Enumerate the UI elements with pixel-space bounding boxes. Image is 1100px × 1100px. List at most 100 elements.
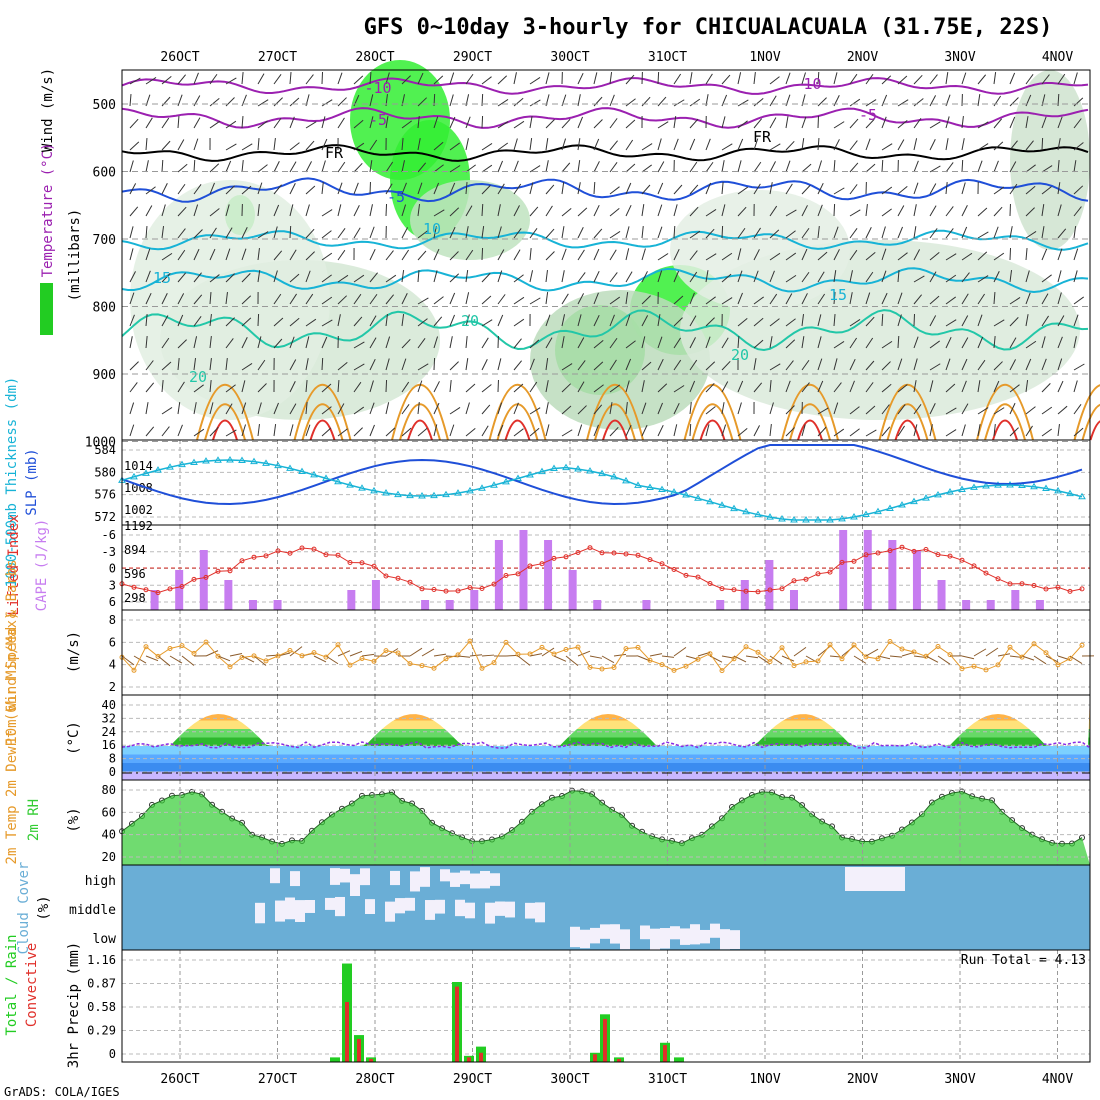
date-label-bottom: 4NOV xyxy=(1042,1072,1073,1087)
wind-barb xyxy=(577,381,585,393)
wind-barb xyxy=(753,270,759,283)
wind-barb xyxy=(257,359,266,371)
wind-barb xyxy=(897,425,905,437)
wind-barb xyxy=(817,160,823,173)
wind-barb xyxy=(129,206,139,217)
wind-barb xyxy=(817,71,820,85)
wind-barb xyxy=(561,270,565,283)
wind-barb xyxy=(705,209,717,217)
wind-barb xyxy=(993,186,1005,195)
wind-barb xyxy=(577,227,584,239)
cloud-fill xyxy=(365,899,375,914)
wind-barb xyxy=(865,251,876,261)
wind-barb xyxy=(305,185,316,195)
wind-barb xyxy=(565,655,579,667)
wind-point xyxy=(503,639,509,645)
wind-barb xyxy=(593,161,600,173)
wind-barb xyxy=(217,655,231,662)
wind-barb xyxy=(881,404,890,415)
wind-barb xyxy=(961,358,968,371)
wind-barb xyxy=(833,270,837,283)
temp-mask xyxy=(122,695,1090,746)
wind-barb xyxy=(401,204,407,217)
cloud-fill xyxy=(845,867,905,891)
wind-point xyxy=(755,649,761,655)
wind-barb xyxy=(129,93,132,107)
wind-barb xyxy=(433,381,440,393)
wind-barb xyxy=(721,225,724,239)
wind-barb xyxy=(609,72,613,85)
temperature-contour xyxy=(121,144,1089,162)
wind-barb xyxy=(225,227,233,239)
wind-barb xyxy=(993,291,996,305)
wind-barb xyxy=(913,313,916,327)
wind-barb xyxy=(625,248,630,261)
wind-barb xyxy=(497,358,502,371)
wind-barb xyxy=(721,160,725,173)
wind-barb xyxy=(337,161,346,173)
wind-barb xyxy=(753,183,761,195)
cloud-fill xyxy=(525,902,535,919)
precip-tick: 0.58 xyxy=(87,1000,116,1014)
cloud-fill xyxy=(620,929,630,950)
contour-label: 15 xyxy=(153,269,171,287)
warm-contour xyxy=(886,403,929,441)
wind-barb xyxy=(513,428,524,437)
cloud-fill xyxy=(480,870,490,889)
wind-barb xyxy=(785,360,794,371)
wind-barb xyxy=(945,253,957,261)
wind-barb xyxy=(609,208,620,217)
wind-barb xyxy=(705,182,712,195)
wind-barb xyxy=(1073,380,1078,393)
wind-barb xyxy=(1041,186,1052,195)
wind-barb xyxy=(753,382,763,393)
wind-point xyxy=(131,667,137,673)
wind-barb xyxy=(465,249,474,261)
wind-point xyxy=(227,664,233,670)
wind-barb xyxy=(241,273,251,283)
wind-barb xyxy=(593,270,600,283)
wind-barb xyxy=(833,402,839,415)
wind-barb xyxy=(161,361,172,371)
temp-tick: 40 xyxy=(102,698,116,712)
cloud-fill xyxy=(360,868,370,886)
wind-barb xyxy=(177,74,186,85)
wind-barb xyxy=(609,94,615,107)
cape-bar xyxy=(1035,600,1044,610)
wind-barb xyxy=(401,404,410,415)
wind-barb xyxy=(129,248,134,261)
cloud-fill xyxy=(730,930,740,950)
wind-barb xyxy=(657,182,664,195)
wind-barb xyxy=(321,160,326,173)
wind-barb xyxy=(929,165,941,173)
wind-barb xyxy=(465,205,473,217)
wind-barb xyxy=(945,206,954,217)
wind-barb xyxy=(257,164,268,173)
wind-barb xyxy=(1009,359,1017,371)
wind-barb xyxy=(593,292,599,305)
wind-barb xyxy=(737,335,740,349)
wind-barb xyxy=(369,402,375,415)
wind-barb xyxy=(593,424,599,437)
wind-barb xyxy=(881,116,887,129)
wind-barb xyxy=(657,204,663,217)
precip-bar xyxy=(674,1057,684,1062)
wind-barb xyxy=(513,72,517,85)
cloud-fill xyxy=(640,925,650,940)
thickness-line xyxy=(121,444,1083,506)
wind-barb xyxy=(833,292,836,305)
cape-bar xyxy=(839,530,848,610)
wind-barb xyxy=(401,381,410,393)
date-label-top: 26OCT xyxy=(160,50,199,65)
wind-barb xyxy=(385,379,388,393)
wind-point xyxy=(767,659,773,665)
wind-barb xyxy=(433,141,444,151)
wind-barb xyxy=(609,402,613,415)
wind-barb xyxy=(129,382,138,393)
contour-label: -10 xyxy=(794,75,821,93)
wind-barb xyxy=(577,650,591,657)
wind-barb xyxy=(385,294,395,305)
wind-barb xyxy=(897,252,908,261)
wind-barb xyxy=(785,209,797,217)
label-2m-temp: 2m Temp 2m DewPt (6hr Min/Max) xyxy=(4,612,20,865)
